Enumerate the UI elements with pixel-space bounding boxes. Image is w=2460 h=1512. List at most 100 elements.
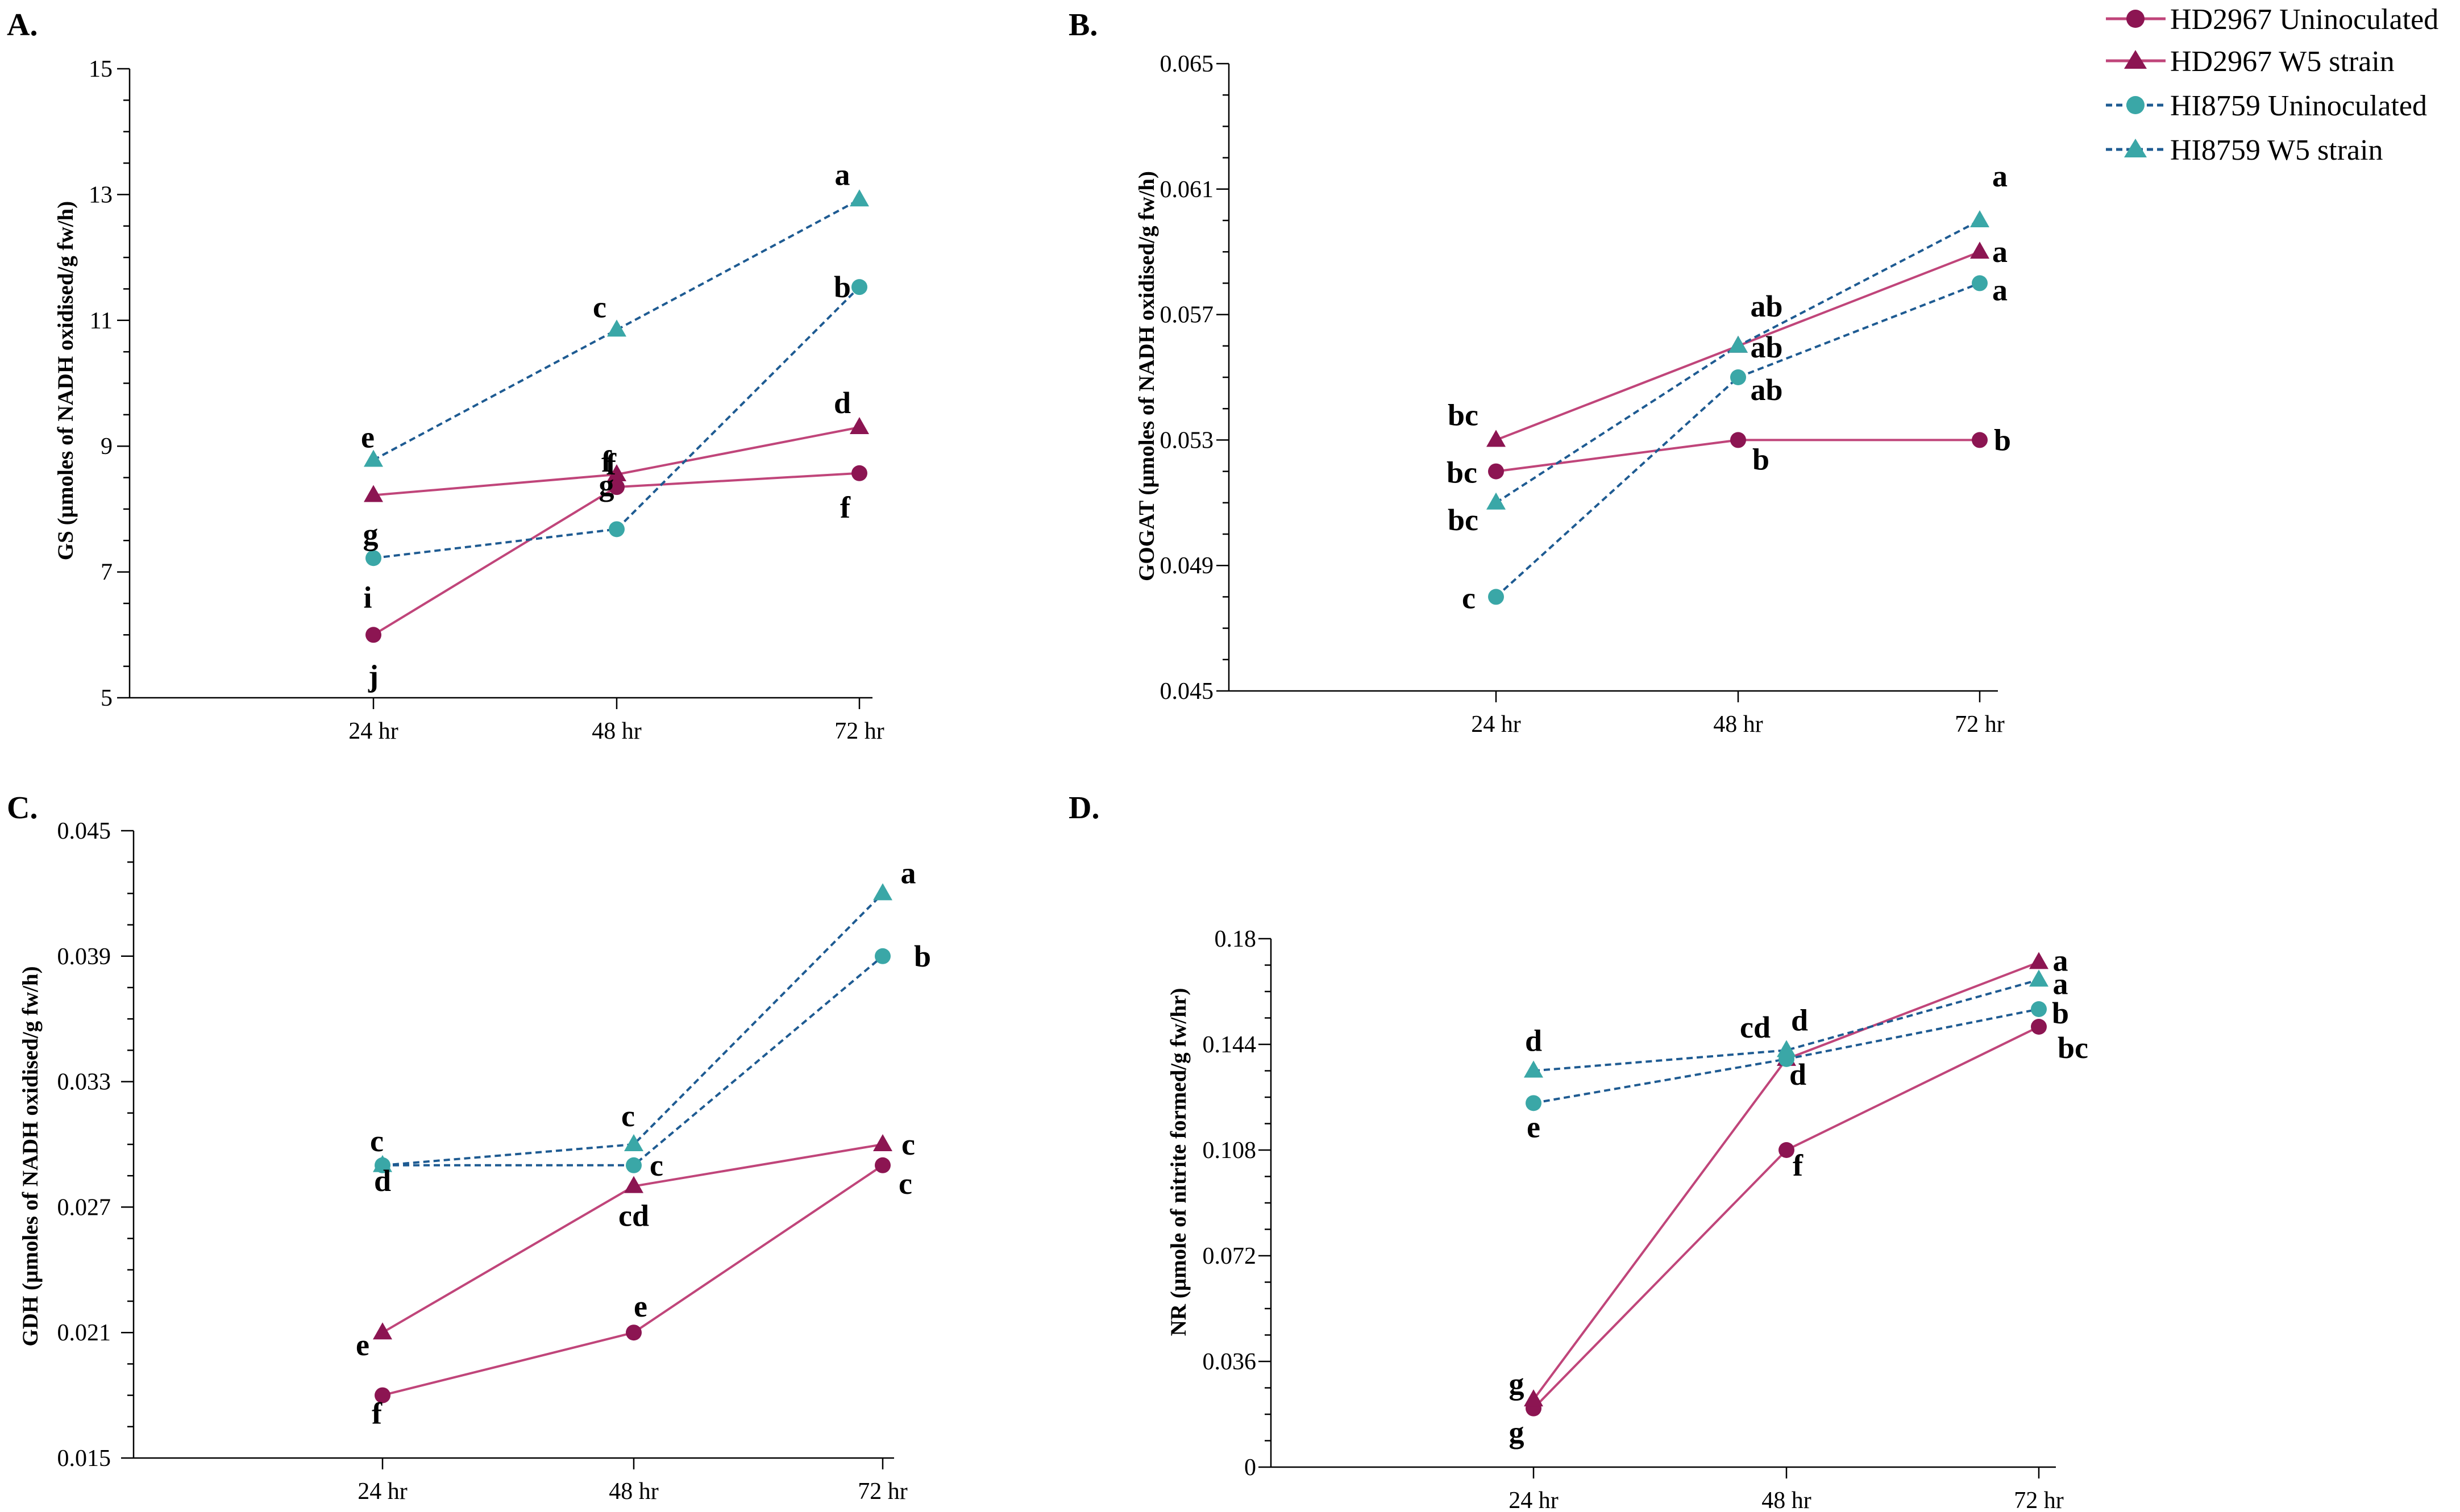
data-point-hd2967-uninoculated <box>609 479 625 495</box>
significance-letter: b <box>2052 996 2069 1030</box>
significance-letter: a <box>2053 943 2068 977</box>
x-tick-label: 48 hr <box>592 718 642 744</box>
x-tick-label: 72 hr <box>834 718 884 744</box>
data-point-hi8759-w5-strain <box>1777 1040 1796 1057</box>
significance-letter: bc <box>2058 1031 2088 1065</box>
data-point-hi8759-uninoculated <box>609 521 625 538</box>
legend-label: HI8759 W5 strain <box>2170 134 2383 166</box>
data-point-hd2967-w5-strain <box>607 464 626 482</box>
significance-letter: b <box>1752 442 1769 476</box>
y-tick-label: 0.039 <box>57 944 111 970</box>
significance-letter: c <box>901 1127 915 1161</box>
y-tick-labels: 0 0.036 0.072 0.108 0.144 0.18 <box>1203 926 1257 1481</box>
series-layer <box>1486 210 1989 605</box>
series-line-hi8759-w5-strain <box>382 892 884 1167</box>
series-line-hi8759-uninoculated <box>383 955 884 1167</box>
data-point-hi8759-uninoculated <box>2031 1001 2047 1017</box>
x-tick-label: 48 hr <box>1761 1488 1811 1512</box>
legend: HD2967 Uninoculated HD2967 W5 strain HI8… <box>2106 3 2438 166</box>
data-point-hd2967-uninoculated <box>1972 432 1988 448</box>
x-tick-labels: 24 hr 48 hr 72 hr <box>1509 1488 2064 1512</box>
y-tick-label: 0.045 <box>1160 678 1214 705</box>
data-point-hi8759-w5-strain <box>1970 210 1989 227</box>
significance-letter: f <box>840 490 851 524</box>
significance-letter: a <box>835 157 850 191</box>
series-line-hd2967-uninoculated <box>1532 1026 2039 1410</box>
x-tick-label: 72 hr <box>2014 1488 2064 1512</box>
axes <box>117 68 872 709</box>
data-point-hd2967-w5-strain <box>1970 241 1989 259</box>
y-tick-label: 0.144 <box>1203 1032 1257 1058</box>
data-point-hd2967-w5-strain <box>850 416 869 434</box>
significance-letter: a <box>901 856 916 890</box>
significance-letter: g <box>599 468 614 502</box>
data-point-hd2967-uninoculated <box>851 465 867 481</box>
data-point-hd2967-uninoculated <box>375 1387 390 1403</box>
significance-letter: j <box>368 659 379 693</box>
panel-c-gdh: C. GDH (µmoles of NADH oxidised/g fw/h) … <box>7 790 931 1505</box>
y-tick-label: 13 <box>89 182 113 208</box>
y-tick-label: 11 <box>90 308 113 334</box>
data-point-hi8759-uninoculated <box>1488 589 1504 605</box>
significance-letter: d <box>1789 1057 1806 1092</box>
data-point-hd2967-w5-strain <box>364 485 383 502</box>
x-tick-label: 24 hr <box>348 718 398 744</box>
significance-letter: bc <box>1448 503 1478 537</box>
y-tick-labels: 0.015 0.021 0.027 0.033 0.039 0.045 <box>57 818 111 1472</box>
significance-letter: c <box>899 1167 912 1201</box>
y-tick-label: 0.015 <box>57 1446 111 1472</box>
y-tick-label: 0 <box>1244 1455 1256 1481</box>
significance-letter: f <box>601 444 612 478</box>
significance-letter: a <box>1992 235 2008 269</box>
data-point-hi8759-w5-strain <box>373 1155 392 1172</box>
panel-title: B. <box>1069 7 1098 43</box>
y-tick-label: 5 <box>101 685 113 711</box>
y-tick-label: 0.061 <box>1160 177 1214 203</box>
significance-letter: e <box>634 1289 647 1323</box>
y-tick-label: 15 <box>89 56 113 82</box>
significance-letter: c <box>650 1148 663 1182</box>
series-line-hd2967-uninoculated <box>372 472 860 636</box>
y-tick-label: 0.021 <box>57 1320 111 1346</box>
significance-letter: b <box>1994 423 2011 457</box>
significance-letter: e <box>1527 1110 1540 1144</box>
panel-a-gs: A. GS (µmoles of NADH oxidised/g fw/h) 2… <box>7 7 884 744</box>
significance-letter: cd <box>618 1199 649 1233</box>
significance-letter: d <box>834 386 851 420</box>
x-tick-labels: 24 hr 48 hr 72 hr <box>358 1478 908 1505</box>
legend-item-hd2967-uninoculated: HD2967 Uninoculated <box>2106 3 2438 36</box>
y-tick-label: 9 <box>101 434 113 460</box>
y-tick-label: 7 <box>101 560 113 586</box>
significance-letter: g <box>363 517 379 551</box>
y-tick-label: 0.027 <box>57 1194 111 1221</box>
data-point-hi8759-w5-strain <box>1728 335 1748 353</box>
x-tick-label: 24 hr <box>358 1478 408 1505</box>
data-point-hd2967-uninoculated <box>1778 1142 1794 1158</box>
significance-letter: e <box>361 420 375 455</box>
significance-letter: c <box>621 1099 635 1133</box>
data-point-hi8759-w5-strain <box>850 189 869 207</box>
data-point-hd2967-w5-strain <box>2029 952 2048 969</box>
data-point-hi8759-w5-strain <box>364 449 383 467</box>
y-tick-label: 0.072 <box>1203 1243 1257 1269</box>
axes <box>1216 63 1998 702</box>
data-point-hd2967-w5-strain <box>624 1176 643 1193</box>
significance-letter: bc <box>1448 398 1478 432</box>
y-tick-labels: 5 7 9 11 13 15 <box>89 56 113 711</box>
y-axis-label: GS (µmoles of NADH oxidised/g fw/h) <box>53 201 78 560</box>
y-tick-labels: 0.045 0.049 0.053 0.057 0.061 0.065 <box>1160 51 1214 705</box>
significance-letter: f <box>1793 1148 1804 1182</box>
data-point-hd2967-uninoculated <box>626 1324 642 1341</box>
data-point-hi8759-w5-strain <box>873 883 892 901</box>
significance-letter: bc <box>1447 456 1477 490</box>
y-tick-label: 0.049 <box>1160 553 1214 579</box>
panel-d-nr: D. NR (µmole of nitrite formed/g fw/hr) … <box>1069 790 2088 1512</box>
series-layer <box>364 189 869 643</box>
significance-letter: i <box>363 581 372 615</box>
y-tick-label: 0.065 <box>1160 51 1214 77</box>
y-tick-label: 0.036 <box>1203 1349 1257 1375</box>
significance-letter: b <box>914 939 931 973</box>
data-point-hi8759-uninoculated <box>1972 275 1988 291</box>
data-point-hd2967-uninoculated <box>2031 1019 2047 1035</box>
